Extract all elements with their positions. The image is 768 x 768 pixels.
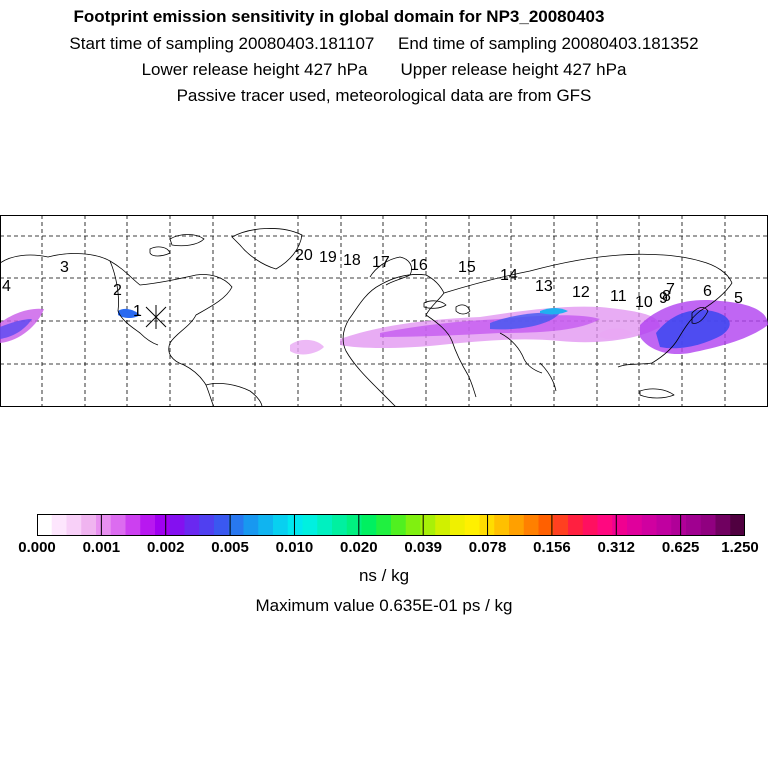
colorbar-cell [627,514,643,536]
colorbar-cell [243,514,259,536]
upper-release-height: Upper release height 427 hPa [400,60,627,79]
trajectory-label-7: 7 [666,281,675,298]
colorbar-cell [258,514,274,536]
colorbar-tick-lines [100,514,682,536]
trajectory-label-6: 6 [703,283,712,300]
colorbar-cell [523,514,540,536]
maximum-value: Maximum value 0.635E-01 ps / kg [255,596,513,615]
trajectory-label-17: 17 [372,254,390,271]
footprint-plume [0,300,768,355]
colorbar-cell [568,514,584,536]
trajectory-label-15: 15 [458,259,476,276]
colorbar-cell [302,514,318,536]
colorbar-tick-label: 0.312 [597,539,636,556]
colorbar-cell [715,514,731,536]
colorbar-tick-label: 0.010 [275,539,314,556]
trajectory-label-10: 10 [635,294,653,311]
colorbar-tick-label: 1.250 [721,539,759,556]
trajectory-label-2: 2 [113,282,122,299]
colorbar-cell [730,514,745,536]
colorbar [37,514,745,536]
colorbar-tick-label: 0.001 [82,539,121,556]
trajectory-label-20: 20 [295,247,313,264]
lower-release-height: Lower release height 427 hPa [141,60,368,79]
colorbar-cell [110,514,127,536]
colorbar-cell [435,514,451,536]
end-time: End time of sampling 20080403.181352 [398,34,699,53]
trajectory-label-5: 5 [734,290,743,307]
colorbar-cells [37,514,745,536]
colorbar-cell [199,514,215,536]
colorbar-tick-label: 0.020 [340,539,378,556]
colorbar-cell [494,514,510,536]
trajectory-label-14: 14 [500,267,518,284]
colorbar-cell [81,514,97,536]
colorbar-cell [553,514,569,536]
colorbar-cell [361,514,377,536]
colorbar-tick-label: 0.625 [661,539,700,556]
sampling-times: Start time of sampling 20080403.181107 E… [0,34,768,54]
trajectory-label-8: 8 [662,288,671,305]
colorbar-cell [686,514,702,536]
colorbar-cell [597,514,613,536]
colorbar-tick-label: 0.039 [404,539,442,556]
colorbar-cell [273,514,289,536]
colorbar-cell [346,514,363,536]
colorbar-cell [317,514,333,536]
colorbar-cell [214,514,230,536]
trajectory-label-4: 4 [2,278,11,295]
tracer-note: Passive tracer used, meteorological data… [176,86,592,105]
release-location-marker [145,305,167,329]
trajectory-label-16: 16 [410,257,428,274]
colorbar-tick-label: 0.002 [146,539,185,556]
colorbar-units: ns / kg [358,566,410,585]
colorbar-cell [228,514,245,536]
colorbar-cell [184,514,200,536]
colorbar-cell [96,514,112,536]
coastlines [0,228,733,407]
colorbar-cell [700,514,717,536]
trajectory-label-9: 9 [659,290,668,307]
colorbar-cell [287,514,304,536]
colorbar-cell [37,514,53,536]
plot-title: Footprint emission sensitivity in global… [73,7,605,26]
trajectory-label-3: 3 [60,259,69,276]
colorbar-cell [656,514,672,536]
colorbar-tick-label: 0.000 [18,539,56,556]
trajectory-label-12: 12 [572,284,590,301]
colorbar-cell [332,514,348,536]
start-time: Start time of sampling 20080403.181107 [69,34,375,53]
colorbar-cell [538,514,554,536]
colorbar-cell [582,514,599,536]
release-heights: Lower release height 427 hPa Upper relea… [0,60,768,80]
trajectory-label-11: 11 [610,288,627,305]
colorbar-tick-label: 0.156 [533,539,571,556]
trajectory-label-13: 13 [535,278,553,295]
colorbar-cell [641,514,658,536]
colorbar-cell [125,514,141,536]
colorbar-cell [155,514,171,536]
colorbar-cell [169,514,186,536]
trajectory-label-18: 18 [343,252,361,269]
world-map: 1 2 3 4 5 6 7 8 9 10 11 12 13 14 15 16 1… [0,215,768,407]
colorbar-cell [612,514,628,536]
colorbar-tick-label: 0.078 [468,539,507,556]
colorbar-cell [420,514,436,536]
colorbar-tick-label: 0.005 [211,539,249,556]
colorbar-cell [391,514,407,536]
colorbar-cell [376,514,392,536]
colorbar-cell [405,514,422,536]
colorbar-cell [464,514,481,536]
colorbar-cell [509,514,525,536]
colorbar-cell [671,514,687,536]
colorbar-cell [450,514,466,536]
colorbar-cell [66,514,82,536]
colorbar-cell [140,514,156,536]
trajectory-label-19: 19 [319,249,337,266]
trajectory-label-1: 1 [133,303,142,320]
colorbar-cell [51,514,68,536]
